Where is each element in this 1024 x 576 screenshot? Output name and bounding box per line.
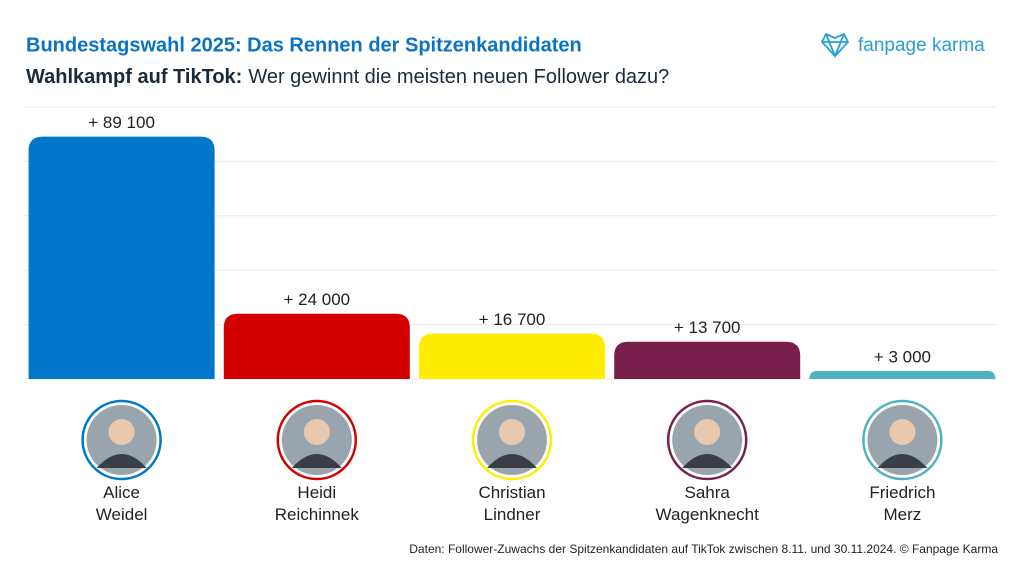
value-label: + 3 000 <box>874 347 931 366</box>
logo-icon <box>820 32 850 59</box>
subtitle-lead: Wahlkampf auf TikTok: <box>26 66 242 88</box>
x-tick-label: Heidi Reichinnek <box>274 483 359 524</box>
source: Daten: Follower-Zuwachs der Spitzenkandi… <box>409 542 998 556</box>
bar <box>419 333 605 379</box>
value-label: + 13 700 <box>674 318 741 337</box>
avatar-head <box>499 419 525 445</box>
avatar-body <box>487 454 537 468</box>
avatar-head <box>303 419 330 445</box>
brand: fanpage karma <box>858 35 985 56</box>
x-tick-label: Alice Weidel <box>95 483 148 524</box>
avatar-head <box>694 419 721 445</box>
avatar-head <box>889 419 916 445</box>
chart-subtitle: Wahlkampf auf TikTok: Wer gewinnt die mei… <box>26 66 669 88</box>
avatar-body <box>96 454 147 468</box>
avatar-body <box>291 454 342 468</box>
avatar-body <box>877 454 928 468</box>
bar <box>223 313 410 379</box>
bar <box>809 370 996 379</box>
x-tick-label: Friedrich Merz <box>869 483 936 524</box>
value-label: + 89 100 <box>88 113 155 132</box>
avatar-body <box>682 454 733 468</box>
chart-title: Bundestagswahl 2025: Das Rennen der Spit… <box>26 34 582 56</box>
value-label: + 16 700 <box>479 310 546 329</box>
value-label: + 24 000 <box>283 290 350 309</box>
x-tick-label: Christian Lindner <box>478 483 546 524</box>
bar <box>28 136 215 379</box>
subtitle-text: Wer gewinnt die meisten neuen Follower d… <box>248 66 669 88</box>
bar <box>614 341 801 379</box>
x-tick-label: Sahra Wagenknecht <box>655 483 759 524</box>
avatar-head <box>108 419 135 445</box>
